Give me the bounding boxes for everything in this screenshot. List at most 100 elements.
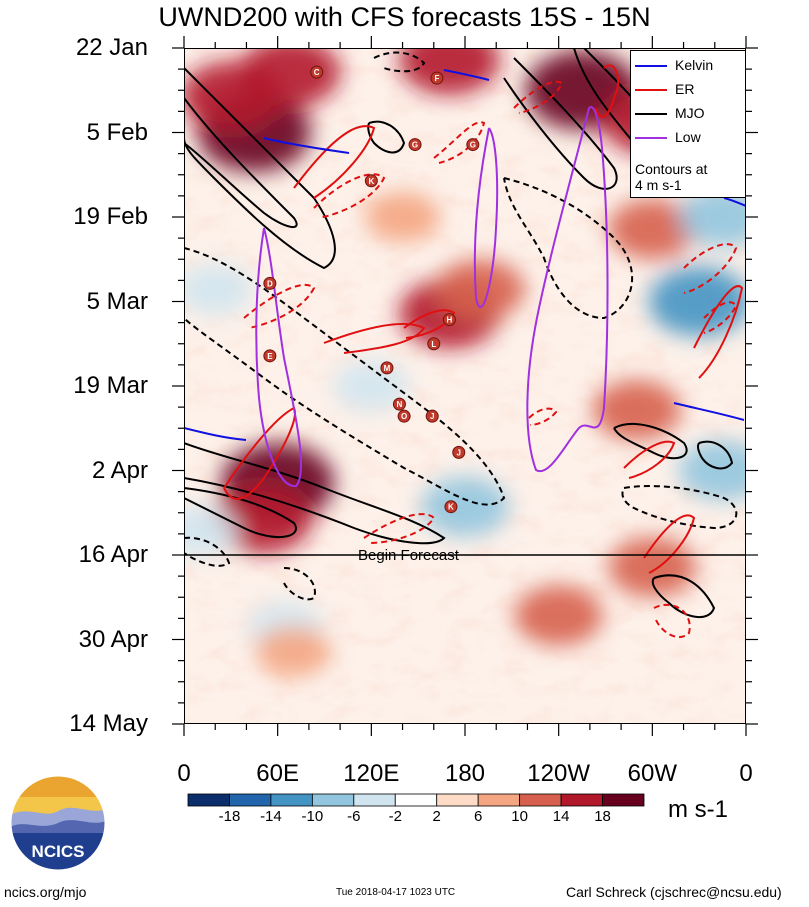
x-tick-label: 60E [256,760,300,787]
storm-label: F [434,74,439,83]
colorbar-swatch [353,793,396,807]
colorbar-swatch [602,793,645,807]
mjo-contour [651,574,716,618]
er-contour [513,80,564,114]
mjo-contour-negative [621,485,738,530]
low-contour [473,127,499,308]
anomaly-blob [678,187,746,247]
contour-layer [184,48,746,639]
logo-graphic: NCICS [10,775,106,871]
y-tick-label: 16 Apr [78,541,148,568]
storm-symbol [442,313,456,327]
mjo-contour [367,120,406,154]
er-contour [293,125,376,199]
colorbar [187,793,645,807]
anomaly-blob [184,264,253,315]
ncics-logo: NCICS [10,775,106,871]
colorbar-swatch [270,793,313,807]
storm-marker: G [408,138,422,152]
er-contour [683,243,738,294]
storm-symbol [427,337,441,351]
x-tick-label: 180 [444,760,486,787]
contour-note-line-1: Contours at [635,161,708,177]
storm-label: K [368,177,374,186]
storm-marker: H [442,313,456,327]
legend: Kelvin ER MJO Low Contours at 4 m s-1 [630,50,746,198]
mjo-contour-negative [373,51,426,73]
mjo-contour [184,97,298,228]
x-tick-label: 60W [627,760,678,787]
storm-symbol [310,65,324,79]
colorbar-swatch [311,793,355,807]
er-contour [243,283,316,329]
er-contour [623,440,676,479]
storm-marker: E [263,349,277,363]
er-contour [433,121,486,164]
legend-label: ER [675,81,695,97]
colorbar-swatch [519,793,562,807]
y-tick-label: 22 Jan [75,34,148,61]
storm-label: M [384,364,391,373]
storm-label: J [457,448,461,457]
mjo-contour [184,442,446,545]
legend-label: Low [675,129,701,145]
storm-symbol [444,500,458,514]
storm-label: H [446,316,452,325]
colorbar-tick-label: 10 [511,808,528,825]
low-contour [526,106,609,473]
mjo-contour [184,67,336,270]
anomaly-blob [421,476,509,537]
storm-symbol [466,138,480,152]
storm-symbol [408,138,422,152]
anomaly-blob [364,191,441,243]
y-tick-label: 5 Feb [86,118,148,146]
colorbar-swatch [560,793,603,807]
legend-swatch [635,65,667,67]
kelvin-contour [723,197,746,207]
footer-author[interactable]: Carl Schreck (cjschrec@ncsu.edu) [566,884,782,900]
storm-marker: M [380,361,394,375]
storm-marker: G [466,138,480,152]
er-contour [693,285,744,379]
colorbar-swatch [229,793,272,807]
kelvin-contour [443,69,490,81]
colorbar-tick-label: 14 [552,808,570,825]
er-contour [223,406,296,500]
colorbar-swatch [187,793,230,807]
legend-swatch [635,113,667,115]
storm-label: G [412,141,418,150]
colorbar-tick-label: 6 [474,808,483,825]
er-contour [528,407,558,426]
mjo-contour [613,423,688,460]
anomaly-blob [514,585,603,646]
y-tick-label: 30 Apr [78,625,148,653]
colorbar-tick-label: -10 [301,808,324,825]
storm-label: C [314,68,320,77]
x-tick-label: 120W [527,760,591,787]
colorbar-tick-label: -6 [347,808,361,825]
legend-label: Kelvin [675,57,714,73]
storm-symbol [263,349,277,363]
y-tick-label: 5 Mar [86,287,148,315]
mjo-contour [697,440,734,470]
y-tick-label: 2 Apr [91,456,148,484]
er-contour [595,64,620,118]
colorbar-tick-label: 18 [594,808,611,825]
x-tick-label: 120E [343,760,400,787]
kelvin-contour [184,427,247,441]
contour-note-line-2: 4 m s-1 [635,177,682,193]
chart-title: UWND200 with CFS forecasts 15S - 15N [158,2,651,32]
storm-label: O [401,412,407,421]
er-contour [653,603,691,639]
colorbar-tick-label: -14 [260,808,282,825]
storm-marker: K [444,500,458,514]
contour-note: Contours at 4 m s-1 [635,161,707,193]
footer-url[interactable]: ncics.org/mjo [4,884,87,900]
colorbar-swatch [394,793,438,807]
storm-label: K [448,503,454,512]
anomaly-blob [184,61,282,132]
mjo-contour-negative [184,247,506,506]
storm-symbol [263,276,277,290]
storm-label: L [431,340,436,349]
